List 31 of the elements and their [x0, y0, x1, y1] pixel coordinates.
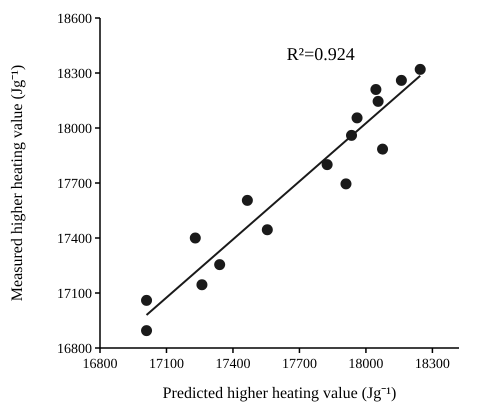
x-axis-title: Predicted higher heating value (Jg⁻¹) [162, 385, 396, 402]
point [141, 294, 152, 306]
x-tick-label: 16800 [82, 357, 118, 372]
x-tick-label: 18300 [414, 357, 450, 372]
x-tick-label: 17100 [148, 357, 184, 372]
y-tick-label: 17400 [57, 232, 92, 247]
point [242, 194, 253, 206]
y-tick-label: 17700 [57, 177, 92, 192]
point [262, 224, 273, 236]
x-tick-label: 17700 [282, 357, 317, 372]
x-tick-label: 18000 [348, 357, 384, 372]
point [322, 159, 333, 170]
point [377, 144, 388, 155]
point [370, 84, 382, 95]
point [396, 74, 407, 86]
point [372, 96, 384, 107]
y-tick-label: 17100 [57, 287, 92, 302]
point [414, 64, 426, 75]
y-axis-title: Measured higher heating value (Jg⁻¹) [9, 64, 26, 302]
y-tick-label: 18000 [57, 122, 92, 137]
point [190, 232, 201, 244]
y-tick-label: 18600 [57, 12, 92, 27]
point [352, 112, 363, 124]
y-tick-label: 16800 [57, 342, 92, 357]
annotation: R²=0.924 [286, 44, 355, 64]
point [340, 178, 352, 190]
point [141, 325, 152, 336]
x-tick-label: 17400 [215, 357, 250, 372]
point [196, 279, 208, 290]
point [214, 259, 226, 270]
y-tick-label: 18300 [57, 67, 92, 82]
